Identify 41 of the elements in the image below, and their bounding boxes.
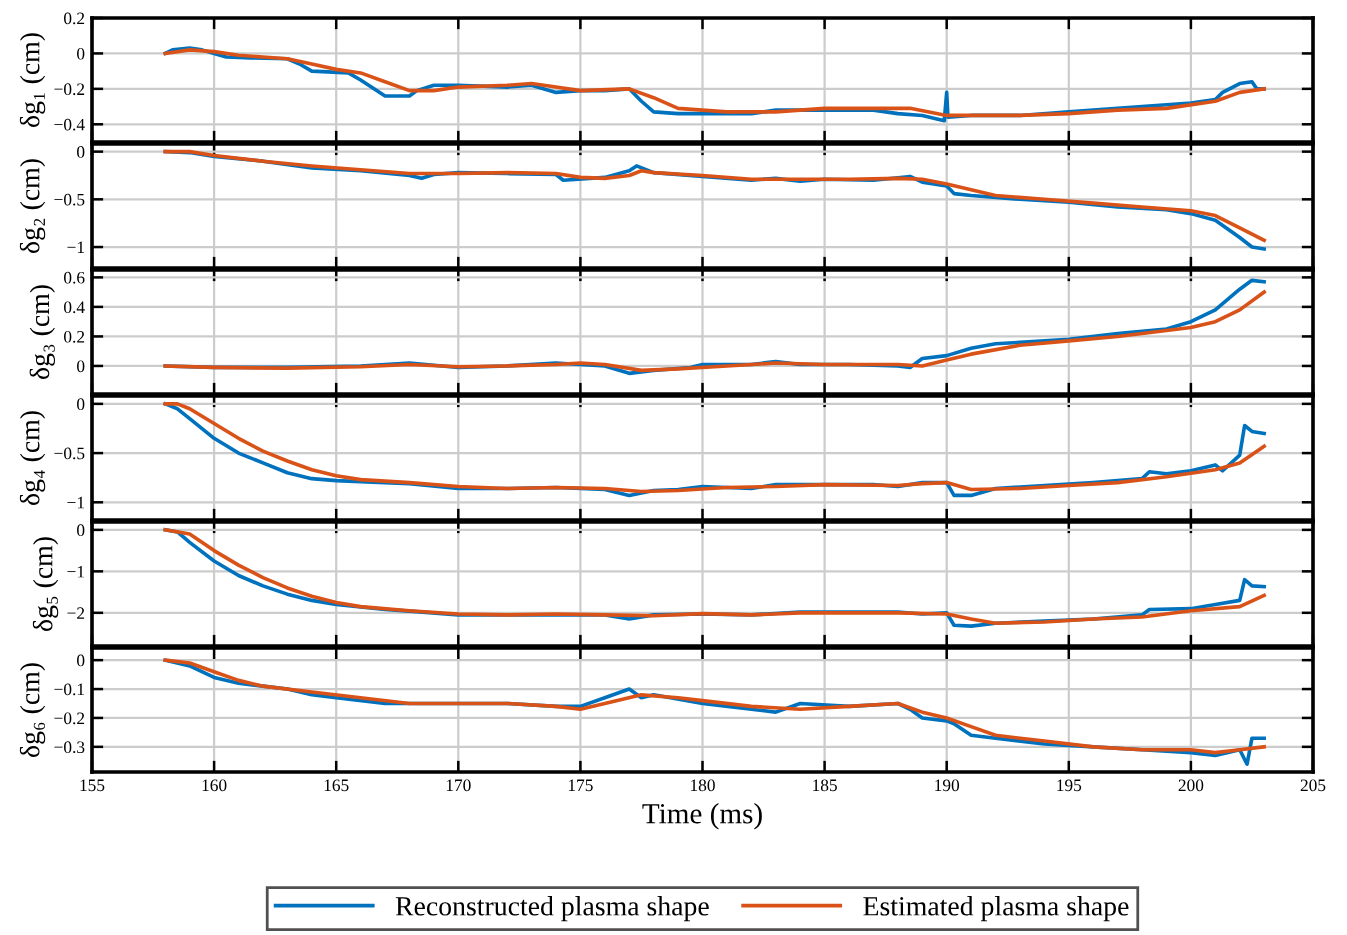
y-axis-title: δg₄ (cm) — [19, 411, 46, 505]
x-tick-label: 200 — [1178, 779, 1204, 792]
y-tick-label: 0 — [77, 654, 85, 667]
y-tick-label: −0.1 — [54, 683, 85, 696]
x-tick-label: 205 — [1300, 779, 1326, 792]
x-tick-label: 175 — [568, 779, 593, 792]
y-tick-label: −2 — [67, 607, 85, 619]
y-tick-label: 0 — [77, 398, 85, 411]
y-tick-label: 0 — [77, 47, 85, 60]
y-tick-label: −1 — [67, 565, 85, 578]
y-tick-label: −1 — [67, 241, 85, 254]
y-tick-label: 0 — [77, 360, 85, 373]
x-axis-title: Time (ms) — [642, 803, 762, 830]
y-axis-title: δg₆ (cm) — [19, 663, 46, 757]
legend-label: Estimated plasma shape — [863, 896, 1129, 922]
y-tick-label: 0.4 — [64, 301, 85, 314]
x-tick-label: 180 — [691, 779, 715, 792]
y-axis-title: δg₂ (cm) — [19, 159, 46, 253]
y-axis-title: δg₅ (cm) — [32, 537, 59, 631]
x-tick-label: 190 — [935, 779, 960, 792]
y-tick-label: −0.5 — [54, 193, 85, 206]
x-tick-label: 155 — [80, 779, 105, 792]
legend-label: Reconstructed plasma shape — [395, 896, 709, 922]
x-tick-label: 185 — [813, 779, 837, 792]
y-tick-label: −0.3 — [54, 741, 85, 754]
y-tick-label: 0.6 — [64, 271, 85, 284]
x-tick-label: 195 — [1057, 779, 1082, 792]
y-tick-label: −0.2 — [54, 712, 85, 725]
y-axis-title: δg₁ (cm) — [19, 33, 46, 127]
x-tick-label: 170 — [446, 779, 471, 792]
y-tick-label: −0.2 — [54, 83, 85, 96]
y-tick-label: 0 — [77, 146, 85, 158]
y-tick-label: −0.4 — [54, 118, 85, 131]
y-tick-label: −0.5 — [54, 447, 85, 460]
y-tick-label: 0.2 — [64, 12, 85, 25]
y-tick-label: 0 — [77, 524, 85, 537]
y-axis-title: δg₃ (cm) — [29, 285, 56, 379]
y-tick-label: 0.2 — [64, 330, 85, 343]
x-tick-label: 165 — [324, 779, 349, 792]
y-tick-label: −1 — [67, 496, 85, 509]
x-tick-label: 160 — [202, 779, 227, 792]
